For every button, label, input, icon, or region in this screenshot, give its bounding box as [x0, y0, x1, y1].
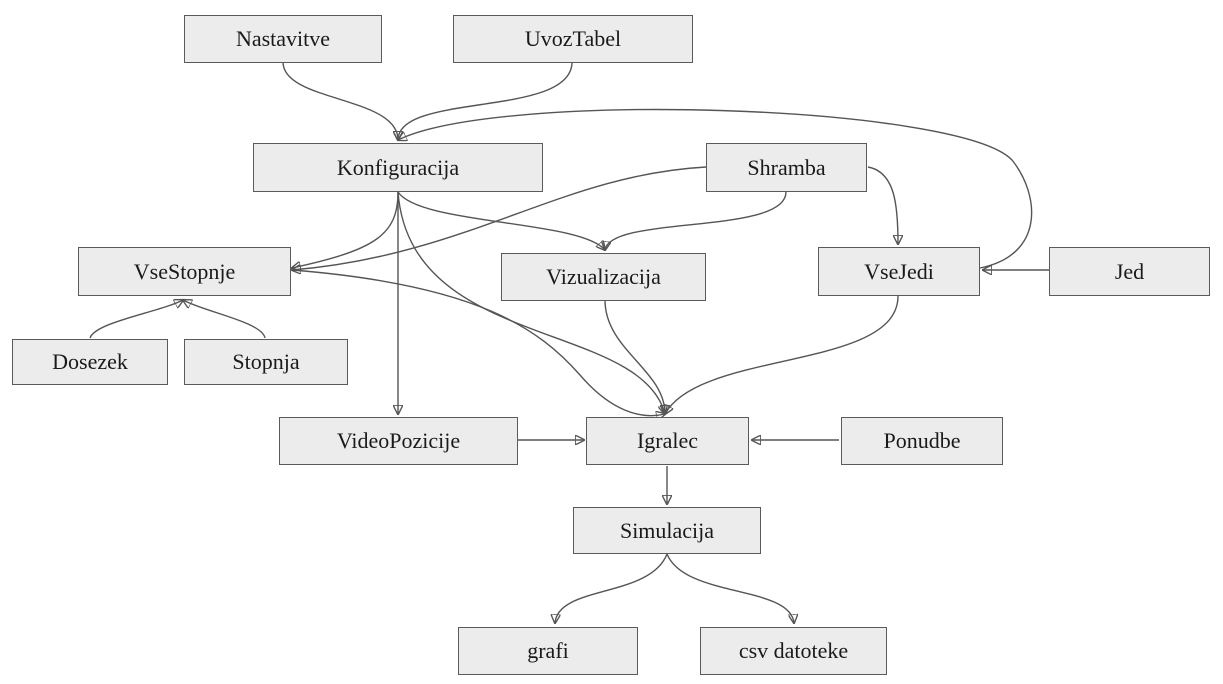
node-shramba[interactable]: Shramba: [706, 143, 867, 192]
node-ponudbe[interactable]: Ponudbe: [841, 417, 1003, 465]
edge-nastavitve-konfiguracija: [282, 61, 398, 140]
edge-simulacija-grafi: [555, 553, 668, 623]
edge-stopnja-vsestopnje: [183, 300, 266, 339]
node-konfiguracija[interactable]: Konfiguracija: [253, 143, 543, 192]
edge-dosezek-vsestopnje: [89, 300, 183, 339]
edge-konfiguracija-vsestopnje: [292, 191, 399, 268]
edge-vsejedi-igralec: [665, 295, 899, 414]
node-vsestopnje[interactable]: VseStopnje: [78, 247, 291, 296]
edge-uvoztabel-konfiguracija: [398, 61, 573, 140]
node-csv-datoteke[interactable]: csv datoteke: [700, 627, 887, 675]
edge-shramba-vsejedi: [867, 166, 898, 244]
node-videopozicije[interactable]: VideoPozicije: [279, 417, 518, 465]
edge-vsestopnje-igralec: [291, 269, 665, 416]
node-jed[interactable]: Jed: [1049, 247, 1210, 296]
edge-vsejedi-konfiguracija: [398, 108, 1033, 269]
node-vsejedi[interactable]: VseJedi: [818, 247, 980, 296]
node-uvoztabel[interactable]: UvozTabel: [453, 15, 693, 63]
node-igralec[interactable]: Igralec: [586, 417, 749, 465]
edge-shramba-vizualizacija: [605, 191, 787, 250]
node-grafi[interactable]: grafi: [458, 627, 638, 675]
node-simulacija[interactable]: Simulacija: [573, 507, 761, 554]
edge-vizualizacija-igralec: [604, 299, 665, 414]
edge-simulacija-csv: [666, 553, 794, 623]
node-nastavitve[interactable]: Nastavitve: [184, 15, 382, 63]
node-vizualizacija[interactable]: Vizualizacija: [501, 253, 706, 301]
node-stopnja[interactable]: Stopnja: [184, 339, 348, 385]
edge-konfiguracija-vizualizacija: [397, 191, 605, 250]
edge-shramba-vsestopnje: [292, 166, 707, 270]
edge-konfiguracija-igralec: [397, 191, 665, 414]
node-dosezek[interactable]: Dosezek: [12, 339, 168, 385]
